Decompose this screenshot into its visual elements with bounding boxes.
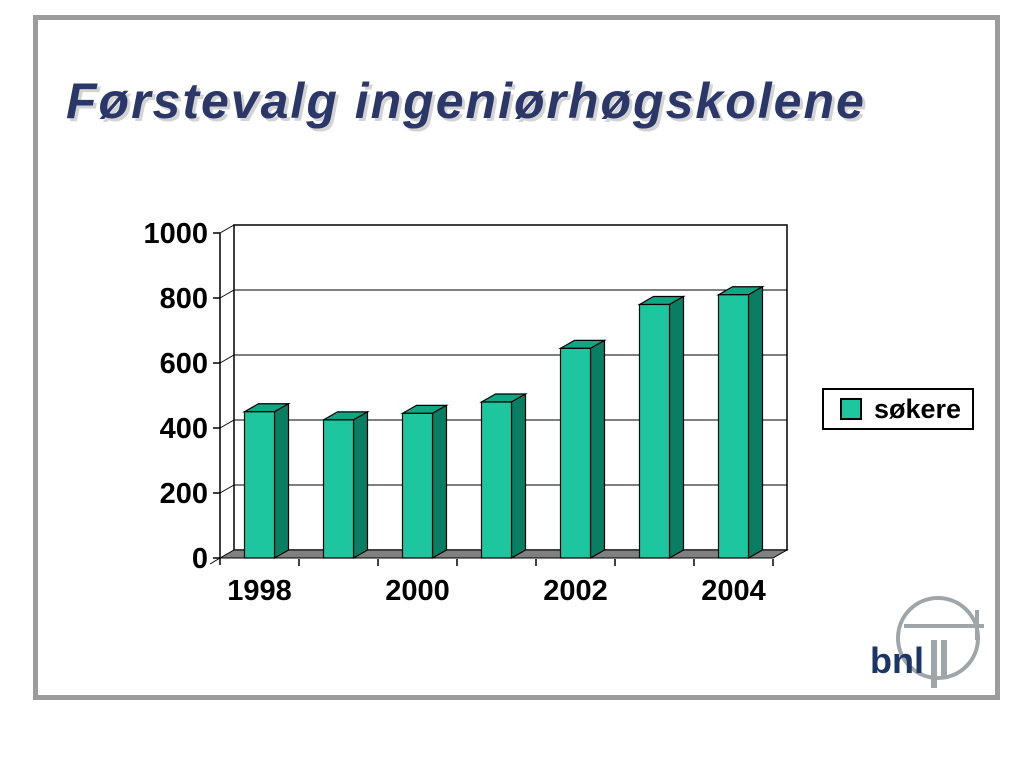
x-tick-label-2004: 2004 bbox=[701, 575, 766, 607]
y-tick-label-600: 600 bbox=[160, 348, 208, 380]
logo-text: bnl bbox=[870, 640, 924, 681]
bar-side-2004 bbox=[747, 285, 764, 560]
bnl-logo-graphic: bnl bbox=[870, 596, 984, 688]
legend-label: søkere bbox=[874, 393, 962, 424]
bar-1998 bbox=[243, 411, 276, 559]
bar-2000 bbox=[401, 412, 434, 559]
y-tick-label-400: 400 bbox=[160, 413, 208, 445]
y-tick-label-800: 800 bbox=[160, 283, 208, 315]
x-tick-label-1998: 1998 bbox=[227, 575, 292, 607]
slide-title: Førstevalg ingeniørhøgskolene bbox=[66, 73, 866, 129]
bar-side-1999 bbox=[352, 410, 369, 560]
slide-frame bbox=[33, 15, 1000, 700]
y-tick-label-0: 0 bbox=[192, 543, 208, 575]
bar-side-1998 bbox=[273, 402, 290, 560]
x-tick-label-2000: 2000 bbox=[385, 575, 450, 607]
bar-2002 bbox=[559, 347, 592, 559]
bar-1999 bbox=[322, 419, 355, 559]
bnl-logo: bnl bbox=[860, 592, 993, 693]
axis-foot-diagonal bbox=[209, 557, 221, 565]
x-tick-label-2002: 2002 bbox=[543, 575, 608, 607]
bar-side-2000 bbox=[431, 404, 448, 560]
bar-side-2003 bbox=[668, 295, 685, 560]
bar-2003 bbox=[638, 303, 671, 559]
legend-swatch-søkere bbox=[840, 398, 862, 420]
y-axis-depth-connector bbox=[219, 289, 235, 299]
y-axis-depth-connector bbox=[219, 354, 235, 364]
bar-side-2001 bbox=[510, 392, 527, 560]
y-tick-label-200: 200 bbox=[160, 478, 208, 510]
y-axis-depth-connector bbox=[219, 224, 235, 234]
bar-chart-canvas: 0 200 400 600 800 1000 1998 2000 2002 2004 bbox=[143, 218, 789, 607]
y-axis-depth-connector bbox=[219, 484, 235, 494]
chart-legend: søkere bbox=[822, 388, 974, 430]
y-axis-depth-connector bbox=[219, 419, 235, 429]
y-tick-label-1000: 1000 bbox=[143, 218, 208, 250]
bar-side-2002 bbox=[589, 339, 606, 560]
bar-2001 bbox=[480, 401, 513, 559]
bar-chart: 0 200 400 600 800 1000 1998 2000 2002 2004 bbox=[130, 210, 830, 610]
bar-2004 bbox=[717, 294, 750, 559]
